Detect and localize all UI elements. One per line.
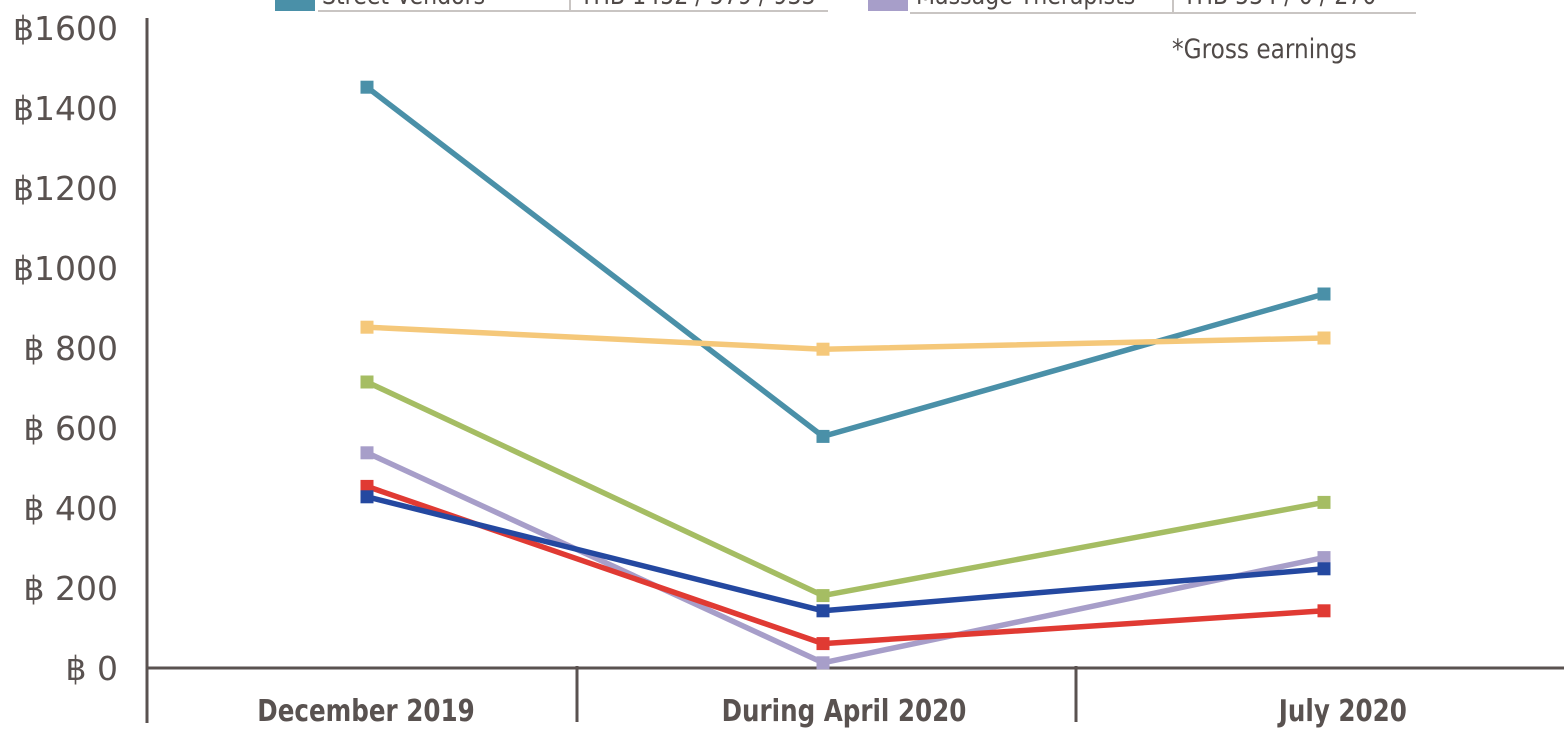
series-line xyxy=(364,450,1327,666)
data-point xyxy=(1317,331,1331,345)
y-tick-label: ฿1200 xyxy=(13,169,118,208)
data-point xyxy=(816,604,830,618)
data-point xyxy=(816,637,830,651)
legend-item-street-vendors: Street Vendors THB 1452 / 579 / 933 xyxy=(275,0,828,12)
series-lines xyxy=(360,80,1331,670)
legend-label-massage-therapists: Massage Therapists xyxy=(916,0,1135,10)
series-line xyxy=(364,324,1327,352)
data-point xyxy=(1317,287,1331,301)
legend-values-massage-therapists: THB 534 / 0 / 270 xyxy=(1182,0,1376,10)
data-point xyxy=(360,446,374,460)
series xyxy=(360,479,1331,651)
data-point xyxy=(1317,495,1331,509)
data-point xyxy=(816,342,830,356)
x-tick-label: July 2020 xyxy=(1277,695,1407,729)
legend-values-street-vendors: THB 1452 / 579 / 933 xyxy=(579,0,816,10)
gross-earnings-note: *Gross earnings xyxy=(1172,33,1357,64)
series-line xyxy=(364,84,1327,440)
y-tick-label: ฿ 0 xyxy=(66,649,118,688)
y-tick-labels: ฿1600 ฿1400 ฿1200 ฿1000 ฿ 800 ฿ 600 ฿ 400 ฿ 200… xyxy=(13,9,118,688)
y-tick-label: ฿ 200 xyxy=(24,569,118,608)
data-point xyxy=(1317,604,1331,618)
data-point xyxy=(1317,562,1331,576)
series xyxy=(360,375,1331,603)
series xyxy=(360,490,1331,618)
series-line xyxy=(364,379,1327,599)
data-point xyxy=(816,429,830,443)
series xyxy=(360,446,1331,670)
legend-swatch-street-vendors xyxy=(275,0,315,11)
data-point xyxy=(816,589,830,603)
x-tick-labels: December 2019 During April 2020 July 2020 xyxy=(257,695,1407,729)
series xyxy=(360,80,1331,443)
data-point xyxy=(360,80,374,94)
y-tick-label: ฿1000 xyxy=(13,249,118,288)
data-point xyxy=(360,320,374,334)
x-tick-label: December 2019 xyxy=(257,695,474,729)
data-point xyxy=(360,490,374,504)
series xyxy=(360,320,1331,356)
y-tick-label: ฿1600 xyxy=(13,9,118,48)
legend-label-street-vendors: Street Vendors xyxy=(322,0,485,10)
y-tick-label: ฿1400 xyxy=(13,89,118,128)
legend-swatch-massage-therapists xyxy=(868,0,908,11)
y-tick-label: ฿ 400 xyxy=(24,489,118,528)
series-line xyxy=(364,483,1327,647)
data-point xyxy=(1317,551,1331,565)
y-tick-label: ฿ 600 xyxy=(24,409,118,448)
x-tick-label: During April 2020 xyxy=(722,695,967,729)
y-tick-label: ฿ 800 xyxy=(24,329,118,368)
data-point xyxy=(816,656,830,670)
data-point xyxy=(360,375,374,389)
legend-item-massage-therapists: Massage Therapists THB 534 / 0 / 270 xyxy=(868,0,1416,14)
data-point xyxy=(360,479,374,493)
legend: Street Vendors THB 1452 / 579 / 933 Mass… xyxy=(275,0,1416,14)
